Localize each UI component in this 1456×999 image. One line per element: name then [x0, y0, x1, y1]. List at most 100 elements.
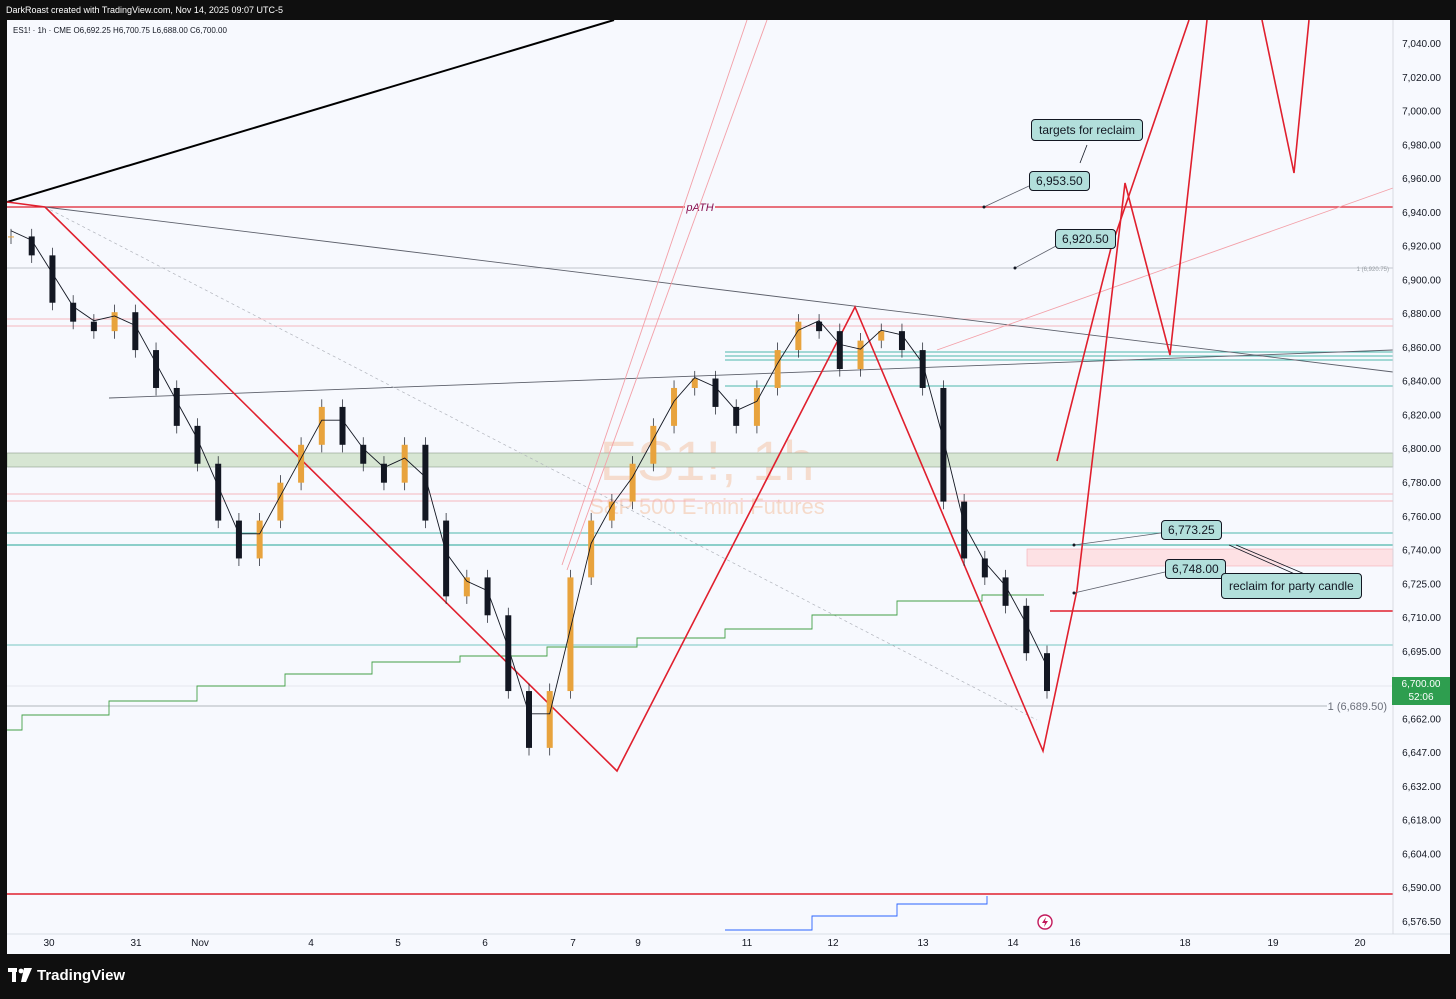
fib-1-label: 1 (6,689.50) — [1328, 701, 1387, 713]
candle-body — [836, 331, 843, 370]
time-axis-tick: 19 — [1267, 938, 1279, 949]
fib-top-label: 1 (6,920.75) — [1357, 267, 1389, 273]
time-axis[interactable]: 30 31 Nov 4 5 6 7 9 11 12 13 14 16 18 19 20 — [43, 938, 1366, 949]
pink-fan-2 — [566, 20, 768, 571]
candle-body — [1002, 577, 1009, 606]
red-zigzag — [7, 20, 1208, 773]
candle-body — [919, 350, 926, 388]
time-axis-tick: 9 — [635, 938, 641, 949]
candle-body — [671, 387, 678, 426]
callout-6748[interactable]: 6,748.00 — [1165, 559, 1226, 579]
time-axis-tick: 16 — [1069, 938, 1081, 949]
candle-body — [8, 236, 14, 238]
callout-6773[interactable]: 6,773.25 — [1161, 520, 1222, 540]
black-trendline — [7, 20, 615, 203]
price-axis[interactable]: 7,040.00 7,020.00 7,000.00 6,980.00 6,960.00… — [1402, 39, 1441, 928]
price-axis-tick: 6,860.00 — [1402, 343, 1441, 354]
candle-body — [898, 331, 905, 351]
price-axis-tick: 6,590.00 — [1402, 883, 1441, 894]
candle-body — [857, 340, 864, 370]
candle-body — [90, 321, 97, 332]
symbol-info[interactable]: ES1! · 1h · CME O6,692.25 H6,700.75 L6,6… — [13, 26, 227, 35]
price-axis-tick: 7,000.00 — [1402, 107, 1441, 118]
price-axis-tick: 6,632.00 — [1402, 782, 1441, 793]
candle-body — [28, 236, 35, 256]
candle-body — [505, 615, 512, 692]
callout-6953[interactable]: 6,953.50 — [1029, 171, 1090, 191]
candle-body — [878, 331, 885, 341]
time-axis-tick: 12 — [827, 938, 839, 949]
price-axis-tick: 6,695.00 — [1402, 647, 1441, 658]
dot-6920 — [1013, 266, 1017, 270]
candles-group — [8, 228, 1050, 756]
price-axis-tick: 6,840.00 — [1402, 377, 1441, 388]
candle-body — [463, 577, 470, 597]
price-axis-tick: 6,820.00 — [1402, 410, 1441, 421]
leader-party-1 — [1228, 544, 1298, 576]
candle-body — [360, 444, 367, 464]
leader-targets — [1079, 144, 1088, 164]
leader-6748 — [1073, 571, 1166, 594]
chart-area[interactable]: ES1!, 1h S&P 500 E-mini Futures pATH — [7, 20, 1450, 954]
candle-body — [298, 444, 305, 483]
candle-body — [422, 444, 429, 521]
price-axis-tick: 6,647.00 — [1402, 748, 1441, 759]
candle-body — [1044, 653, 1050, 692]
leader-6773 — [1073, 532, 1162, 546]
price-axis-tick: 6,662.00 — [1402, 714, 1441, 725]
candle-body — [629, 463, 636, 502]
price-axis-tick: 6,740.00 — [1402, 546, 1441, 557]
candle-body — [277, 482, 284, 521]
candle-body — [484, 577, 491, 616]
leader-party-2 — [1235, 544, 1308, 576]
candle-body — [774, 350, 781, 388]
price-axis-tick: 6,960.00 — [1402, 174, 1441, 185]
candle-body — [733, 406, 740, 426]
time-axis-tick: 20 — [1354, 938, 1366, 949]
ascending-trendline — [108, 349, 1394, 399]
candle-body — [49, 255, 56, 303]
last-price-tag: 6,700.00 52:06 — [1392, 677, 1450, 705]
candle-body — [712, 378, 719, 407]
red-zigzag-right — [1261, 20, 1310, 174]
price-axis-tick: 6,725.00 — [1402, 579, 1441, 590]
candle-body — [650, 425, 657, 464]
brand[interactable]: TradingView — [8, 967, 125, 984]
pink-fan-3 — [936, 187, 1394, 351]
candle-body — [546, 691, 553, 748]
leader-6920 — [1014, 245, 1057, 269]
candle-body — [940, 387, 947, 502]
price-chart[interactable]: ES1!, 1h S&P 500 E-mini Futures pATH — [7, 20, 1450, 954]
candle-body — [380, 463, 387, 483]
candle-body — [173, 387, 180, 426]
blue-step-line — [725, 896, 988, 931]
time-axis-tick: 4 — [308, 938, 314, 949]
candle-body — [132, 312, 139, 351]
candle-body — [1023, 605, 1030, 654]
candle-body — [443, 520, 450, 597]
candle-body — [215, 463, 222, 521]
candle-body — [961, 501, 968, 559]
callout-targets-for-reclaim[interactable]: targets for reclaim — [1031, 119, 1144, 141]
candle-body — [401, 444, 408, 483]
time-axis-tick: 5 — [395, 938, 401, 949]
price-axis-tick: 6,980.00 — [1402, 140, 1441, 151]
time-axis-tick: 14 — [1007, 938, 1019, 949]
resistance-zone — [7, 452, 1394, 468]
candle-body — [111, 312, 118, 332]
price-axis-tick: 6,940.00 — [1402, 208, 1441, 219]
callout-party-candle[interactable]: reclaim for party candle — [1221, 573, 1362, 599]
candle-body — [153, 350, 160, 388]
price-axis-tick: 6,920.00 — [1402, 242, 1441, 253]
alert-lightning-icon[interactable] — [1037, 914, 1053, 930]
price-axis-tick: 6,710.00 — [1402, 613, 1441, 624]
callout-6920[interactable]: 6,920.50 — [1055, 229, 1116, 249]
price-axis-tick: 6,604.00 — [1402, 849, 1441, 860]
green-step-line — [7, 594, 1044, 731]
price-axis-tick: 6,780.00 — [1402, 478, 1441, 489]
price-axis-tick: 7,040.00 — [1402, 39, 1441, 50]
candle-body — [194, 425, 201, 464]
footer-bar: TradingView — [0, 955, 1456, 999]
time-axis-tick: 11 — [742, 938, 753, 949]
